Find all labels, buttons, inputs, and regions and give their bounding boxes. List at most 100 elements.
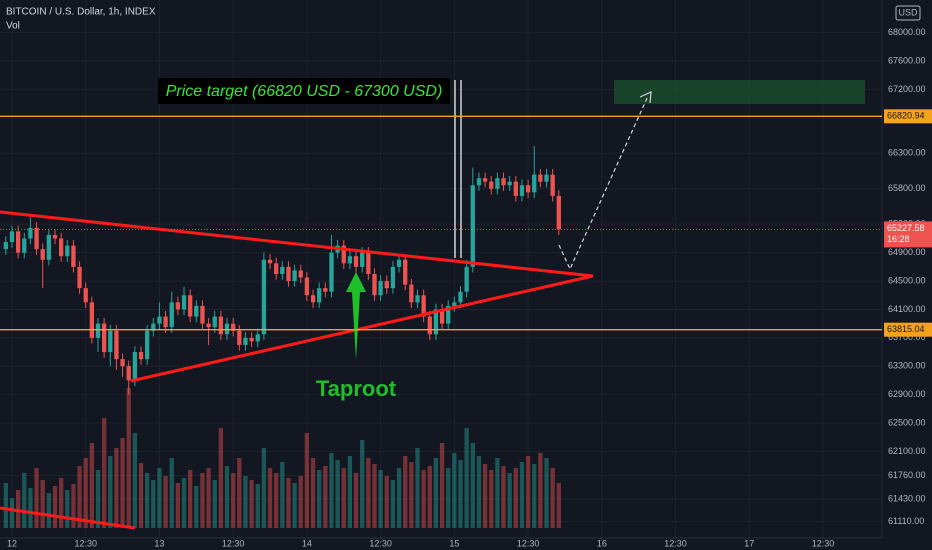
candle-body — [212, 316, 217, 328]
candle-body — [458, 291, 463, 303]
triangle-upper — [0, 210, 594, 278]
candle-body — [489, 181, 494, 189]
candle-body — [470, 185, 475, 267]
volume-bar — [317, 470, 322, 528]
volume-bar — [556, 483, 561, 528]
volume-bar — [304, 433, 310, 528]
candle-body — [243, 337, 248, 345]
candle-body — [280, 266, 285, 274]
volume-bar — [550, 468, 555, 528]
volume-bar — [286, 478, 291, 528]
volume-bar — [206, 468, 211, 528]
volume-bar — [372, 464, 377, 528]
volume-bar — [108, 456, 113, 528]
volume-bar — [114, 448, 119, 528]
volume-bar — [9, 498, 15, 528]
volume-bar — [261, 448, 267, 528]
candle-body — [519, 185, 525, 196]
x-tick-label: 15 — [449, 538, 459, 548]
candle-body — [15, 231, 21, 253]
candle-body — [538, 174, 543, 182]
volume-bar — [267, 468, 273, 528]
candle-body — [95, 323, 101, 338]
volume-bar — [403, 456, 408, 528]
x-tick-label: 12:30 — [222, 538, 245, 548]
y-tick-label: 67600.00 — [888, 55, 926, 65]
volume-bar — [532, 464, 537, 528]
x-tick-label: 16 — [597, 538, 607, 548]
volume-bar — [126, 388, 131, 528]
candle-body — [532, 174, 537, 193]
candle-body — [194, 305, 199, 317]
volume-bar — [360, 440, 365, 528]
volume-bar — [243, 476, 248, 528]
x-tick-label: 13 — [154, 538, 164, 548]
y-tick-label: 62500.00 — [888, 417, 926, 427]
volume-bar — [507, 473, 512, 528]
green-arrow — [346, 272, 366, 360]
volume-bar — [52, 486, 58, 528]
volume-bar — [519, 462, 525, 528]
x-tick-label: 17 — [744, 538, 754, 548]
volume-bar — [298, 476, 303, 528]
candle-body — [255, 334, 260, 342]
volume-bar — [101, 418, 107, 528]
volume-bar — [83, 458, 88, 528]
candle-body — [439, 309, 445, 324]
currency: USD — [898, 7, 918, 17]
y-tick-label: 63700.00 — [888, 332, 926, 342]
candle-body — [323, 288, 328, 292]
candle-body — [347, 256, 353, 264]
x-tick-label: 12 — [7, 538, 17, 548]
volume-bar — [194, 486, 199, 528]
y-tick-label: 64100.00 — [888, 304, 926, 314]
candle-body — [188, 295, 193, 317]
candle-body — [476, 178, 482, 186]
price-label-bg — [884, 322, 932, 337]
candle-body — [378, 281, 383, 296]
y-tick-label: 68000.00 — [888, 27, 926, 37]
volume-bar — [71, 484, 76, 528]
projection-arrow — [558, 95, 649, 271]
candle-body — [384, 281, 389, 289]
candle-body — [298, 270, 303, 278]
last-price-bg — [884, 221, 932, 248]
volume-bar — [495, 458, 500, 528]
volume-bar — [446, 468, 451, 528]
candle-body — [292, 270, 297, 282]
volume-bar — [501, 466, 506, 528]
candle-body — [181, 295, 187, 310]
volume-bar — [40, 480, 45, 528]
volume-bar — [231, 473, 236, 528]
candle-body — [138, 352, 144, 360]
x-tick-label: 12:30 — [664, 538, 687, 548]
y-tick-label: 61110.00 — [888, 516, 924, 526]
volume-bar — [46, 493, 51, 528]
y-tick-label: 64500.00 — [888, 275, 926, 285]
candles — [3, 146, 561, 395]
volume-bar — [169, 458, 174, 528]
candle-body — [151, 323, 156, 331]
volume-bar — [396, 468, 402, 528]
candle-body — [495, 178, 500, 189]
volume-label: Vol — [6, 21, 20, 32]
candle-body — [28, 227, 33, 239]
candle-body — [175, 302, 181, 310]
volume-bar — [237, 458, 242, 528]
candle-body — [249, 337, 254, 342]
volume-bar — [538, 453, 543, 528]
candle-body — [200, 305, 205, 324]
y-tick-label: 65800.00 — [888, 183, 926, 193]
volume-bar — [513, 468, 518, 528]
volume-bar — [390, 480, 396, 528]
volume-bar — [65, 490, 70, 528]
countdown: 16:28 — [887, 234, 910, 244]
volume-bar — [489, 470, 494, 528]
y-tick-label: 61760.00 — [888, 470, 926, 480]
candle-body — [34, 227, 39, 250]
price-label: 63815.04 — [887, 324, 925, 334]
candle-body — [464, 266, 469, 292]
currency-box — [895, 5, 921, 21]
y-tick-label: 67200.00 — [888, 84, 926, 94]
